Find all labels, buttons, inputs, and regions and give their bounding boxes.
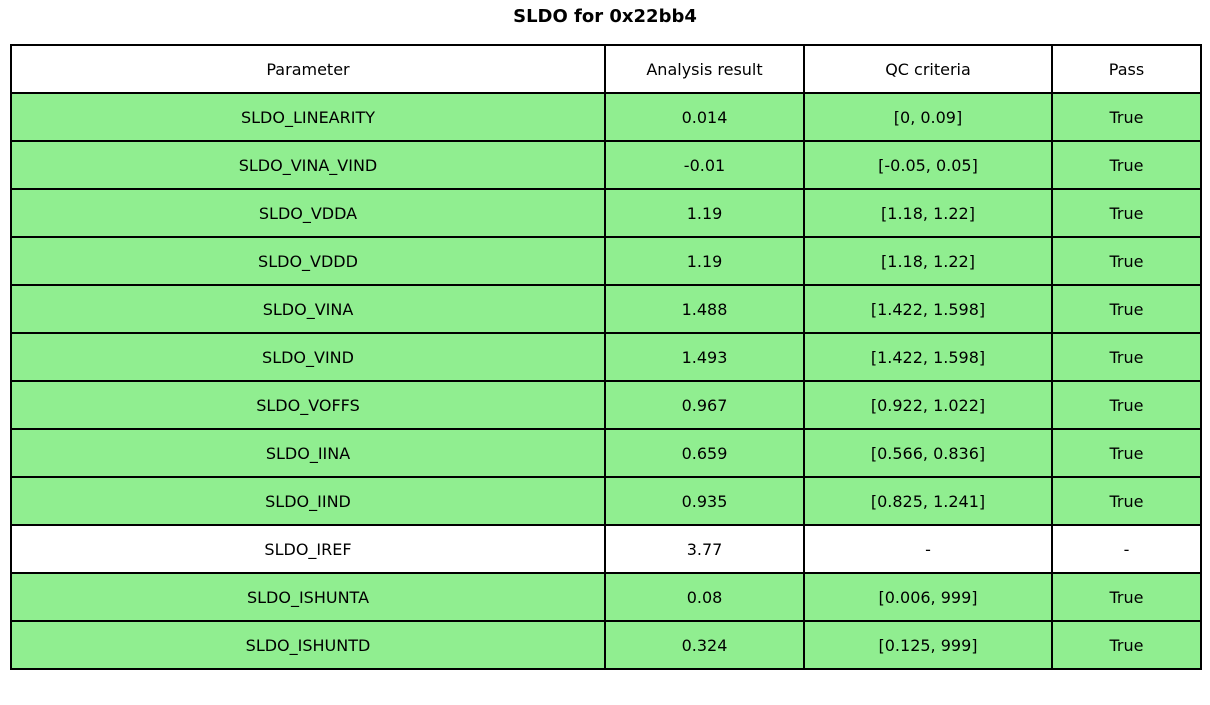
column-header-parameter: Parameter <box>10 44 606 94</box>
cell-pass: - <box>1051 524 1202 574</box>
cell-result: 1.19 <box>604 188 805 238</box>
table-row: SLDO_VINA_VIND -0.01 [-0.05, 0.05] True <box>10 140 1202 190</box>
table-row: SLDO_VINA 1.488 [1.422, 1.598] True <box>10 284 1202 334</box>
cell-criteria: [1.422, 1.598] <box>803 332 1053 382</box>
column-header-analysis-result: Analysis result <box>604 44 805 94</box>
cell-parameter: SLDO_IIND <box>10 476 606 526</box>
table-row: SLDO_IIND 0.935 [0.825, 1.241] True <box>10 476 1202 526</box>
cell-result: 1.19 <box>604 236 805 286</box>
table-row: SLDO_LINEARITY 0.014 [0, 0.09] True <box>10 92 1202 142</box>
cell-criteria: [0.566, 0.836] <box>803 428 1053 478</box>
cell-criteria: [-0.05, 0.05] <box>803 140 1053 190</box>
cell-result: 0.324 <box>604 620 805 670</box>
cell-parameter: SLDO_VOFFS <box>10 380 606 430</box>
table-row: SLDO_IREF 3.77- - <box>10 524 1202 574</box>
cell-parameter: SLDO_VDDD <box>10 236 606 286</box>
cell-result: 1.488 <box>604 284 805 334</box>
cell-pass: True <box>1051 92 1202 142</box>
cell-result: -0.01 <box>604 140 805 190</box>
cell-criteria: [0.125, 999] <box>803 620 1053 670</box>
qc-results-table: Parameter Analysis result QC criteria Pass … <box>10 44 1202 670</box>
cell-pass: True <box>1051 284 1202 334</box>
cell-criteria: [0.825, 1.241] <box>803 476 1053 526</box>
cell-parameter: SLDO_VINA_VIND <box>10 140 606 190</box>
table-row: SLDO_IINA 0.659 [0.566, 0.836] True <box>10 428 1202 478</box>
cell-result: 3.77 <box>604 524 805 574</box>
table-row: SLDO_ISHUNTD 0.324 [0.125, 999] True <box>10 620 1202 670</box>
cell-criteria: [0, 0.09] <box>803 92 1053 142</box>
table-row: SLDO_ISHUNTA 0.08 [0.006, 999] True <box>10 572 1202 622</box>
cell-parameter: SLDO_IINA <box>10 428 606 478</box>
cell-criteria: [1.18, 1.22] <box>803 188 1053 238</box>
cell-criteria: [0.006, 999] <box>803 572 1053 622</box>
cell-pass: True <box>1051 476 1202 526</box>
cell-parameter: SLDO_VINA <box>10 284 606 334</box>
cell-criteria: - <box>803 524 1053 574</box>
cell-pass: True <box>1051 332 1202 382</box>
cell-pass: True <box>1051 236 1202 286</box>
cell-result: 0.014 <box>604 92 805 142</box>
table-row: SLDO_VDDA 1.19 [1.18, 1.22] True <box>10 188 1202 238</box>
table-row: SLDO_VIND 1.493 [1.422, 1.598] True <box>10 332 1202 382</box>
column-header-pass: Pass <box>1051 44 1202 94</box>
cell-parameter: SLDO_LINEARITY <box>10 92 606 142</box>
cell-parameter: SLDO_VIND <box>10 332 606 382</box>
cell-pass: True <box>1051 428 1202 478</box>
cell-pass: True <box>1051 620 1202 670</box>
cell-result: 1.493 <box>604 332 805 382</box>
cell-criteria: [1.18, 1.22] <box>803 236 1053 286</box>
page-title: SLDO for 0x22bb4 <box>513 6 697 27</box>
cell-parameter: SLDO_IREF <box>10 524 606 574</box>
cell-parameter: SLDO_ISHUNTD <box>10 620 606 670</box>
cell-result: 0.935 <box>604 476 805 526</box>
cell-pass: True <box>1051 380 1202 430</box>
cell-parameter: SLDO_ISHUNTA <box>10 572 606 622</box>
cell-pass: True <box>1051 140 1202 190</box>
table-row: SLDO_VDDD 1.19 [1.18, 1.22] True <box>10 236 1202 286</box>
cell-criteria: [0.922, 1.022] <box>803 380 1053 430</box>
cell-criteria: [1.422, 1.598] <box>803 284 1053 334</box>
cell-result: 0.967 <box>604 380 805 430</box>
cell-pass: True <box>1051 188 1202 238</box>
cell-parameter: SLDO_VDDA <box>10 188 606 238</box>
cell-result: 0.659 <box>604 428 805 478</box>
cell-pass: True <box>1051 572 1202 622</box>
cell-result: 0.08 <box>604 572 805 622</box>
table-body: SLDO_LINEARITY 0.014 [0, 0.09] True SLDO_VIN… <box>10 92 1202 670</box>
table-header-row: Parameter Analysis result QC criteria Pass <box>10 44 1202 94</box>
column-header-qc-criteria: QC criteria <box>803 44 1053 94</box>
table-row: SLDO_VOFFS 0.967 [0.922, 1.022] True <box>10 380 1202 430</box>
